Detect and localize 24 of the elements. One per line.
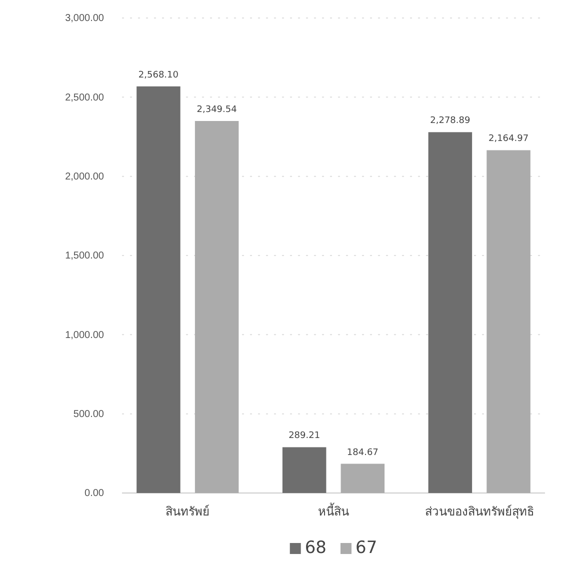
bar — [282, 447, 326, 493]
data-label: 2,278.89 — [430, 116, 471, 126]
bar — [340, 464, 385, 493]
bar — [136, 86, 180, 493]
x-tick-label: ส่วนของสินทรัพย์สุทธิ — [424, 504, 534, 520]
legend-label: 67 — [356, 538, 378, 558]
data-label: 2,164.97 — [488, 134, 529, 144]
bar — [194, 120, 239, 493]
bar — [428, 132, 472, 493]
y-tick-label: 1,500.00 — [65, 250, 104, 262]
y-tick-label: 0.00 — [84, 488, 104, 500]
y-tick-label: 2,500.00 — [65, 92, 104, 104]
y-tick-label: 3,000.00 — [65, 13, 104, 24]
y-tick-label: 1,000.00 — [65, 330, 104, 341]
y-tick-label: 2,000.00 — [65, 172, 104, 183]
x-tick-label: หนี้สิน — [318, 502, 349, 519]
legend-label: 68 — [304, 538, 326, 558]
data-label: 2,349.54 — [196, 104, 238, 115]
data-label: 289.21 — [288, 431, 320, 442]
y-tick-label: 500.00 — [73, 409, 104, 420]
data-label: 2,568.10 — [138, 70, 179, 80]
data-label: 184.67 — [346, 448, 378, 458]
x-tick-label: สินทรัพย์ — [166, 504, 210, 519]
bar — [486, 150, 530, 493]
